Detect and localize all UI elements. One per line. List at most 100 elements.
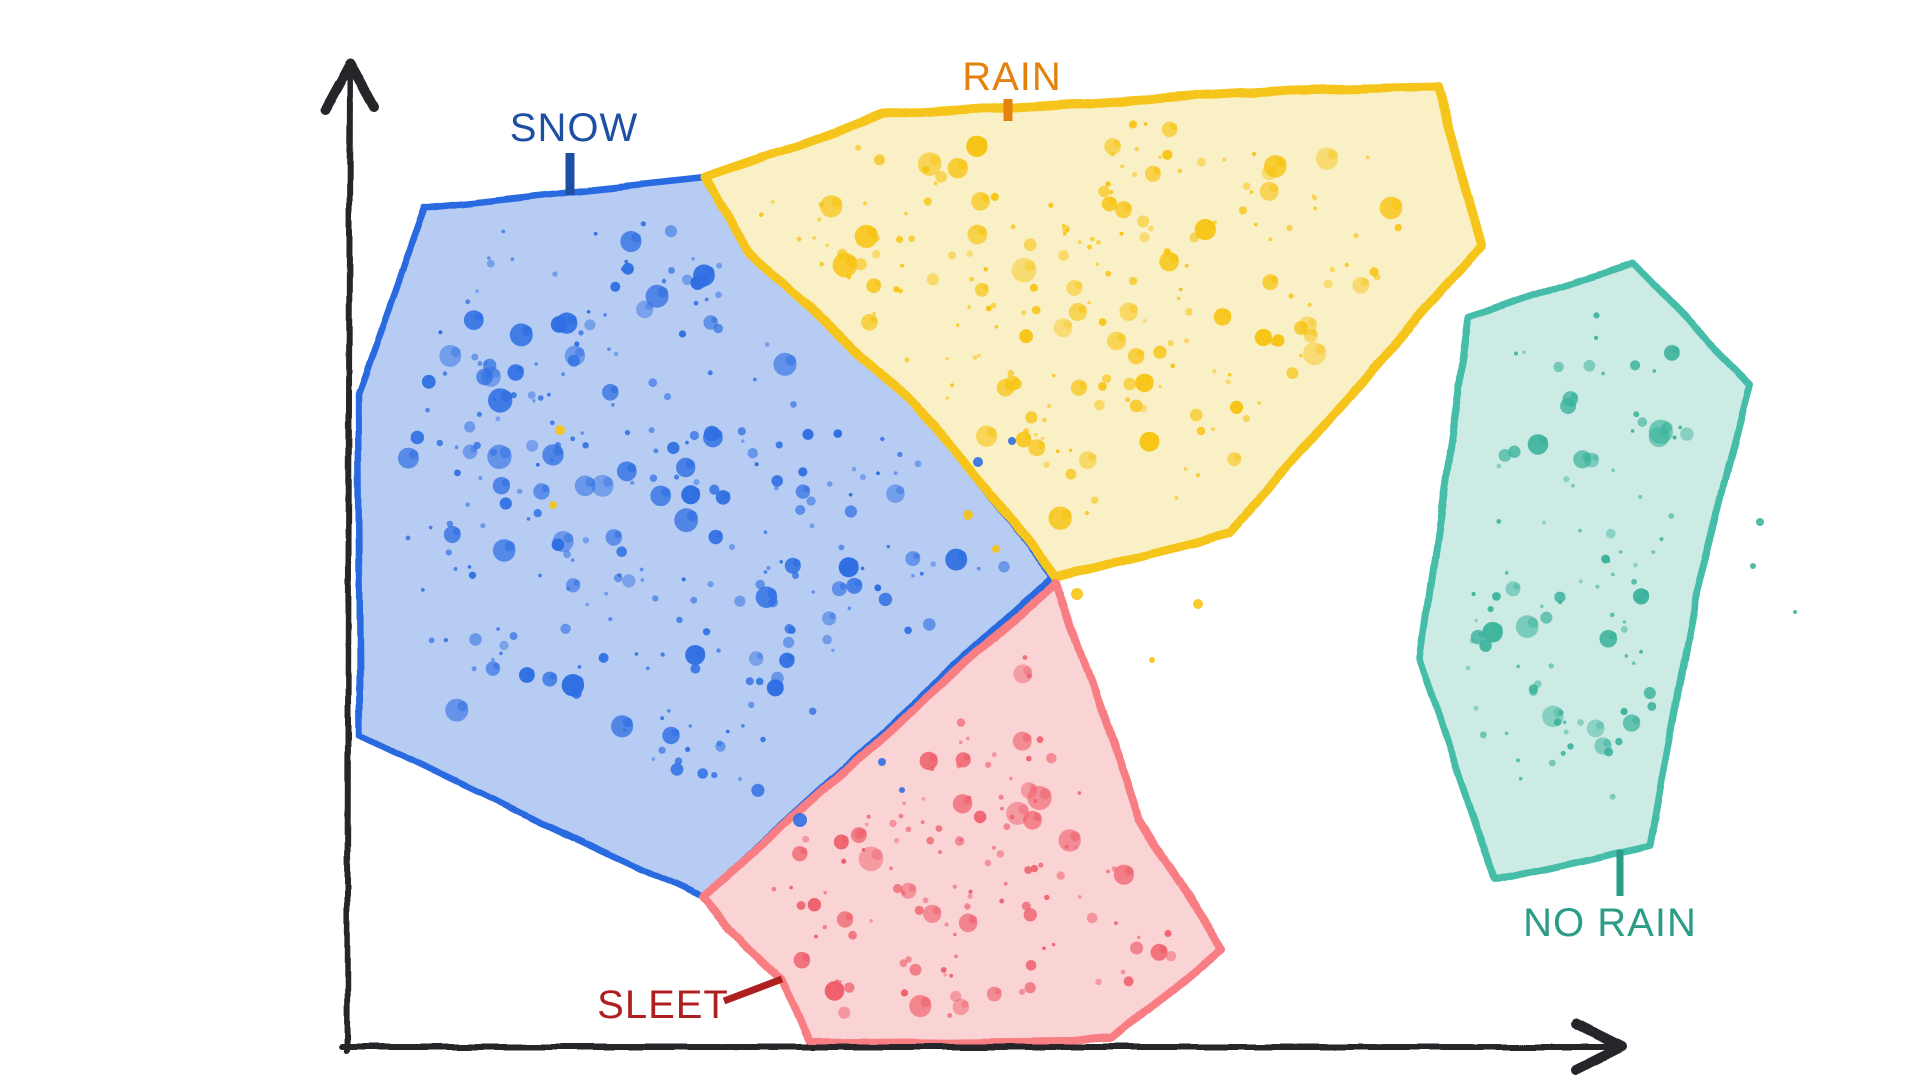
data-point	[1216, 309, 1221, 314]
data-point	[809, 707, 817, 715]
data-point	[1013, 664, 1033, 684]
stray-data-point	[1008, 437, 1016, 445]
data-point	[471, 353, 479, 361]
data-point	[521, 325, 533, 337]
data-point	[1298, 316, 1317, 336]
data-point	[1631, 661, 1636, 665]
data-point	[631, 233, 641, 243]
data-point	[541, 484, 550, 493]
data-point	[866, 227, 878, 238]
data-point	[1043, 461, 1050, 468]
data-point	[991, 752, 997, 758]
data-point	[702, 628, 711, 636]
data-point	[763, 530, 768, 534]
data-point	[627, 463, 637, 473]
data-point	[963, 753, 971, 761]
data-point	[905, 956, 912, 963]
data-point	[645, 302, 653, 311]
data-point	[854, 579, 862, 587]
stray-data-point	[973, 457, 983, 467]
data-point	[809, 523, 815, 529]
data-point	[657, 287, 669, 298]
data-point	[831, 197, 842, 208]
data-point	[1652, 369, 1657, 373]
data-point	[956, 718, 966, 727]
data-point	[909, 963, 922, 976]
data-point	[1610, 612, 1615, 618]
data-point	[1056, 449, 1060, 454]
data-point	[1465, 665, 1471, 671]
data-point	[573, 579, 580, 587]
data-point	[1563, 475, 1570, 483]
data-point	[492, 397, 497, 401]
data-point	[469, 633, 482, 646]
data-point	[775, 441, 783, 449]
data-point	[624, 430, 631, 436]
data-point	[652, 595, 659, 602]
data-point	[773, 485, 779, 491]
data-point	[636, 300, 654, 319]
data-point	[846, 274, 852, 280]
data-point	[1641, 589, 1649, 598]
data-point	[1578, 579, 1583, 584]
data-point	[1018, 804, 1029, 815]
data-point	[933, 181, 938, 186]
data-point	[640, 221, 646, 227]
data-point	[837, 248, 848, 260]
data-point	[755, 579, 765, 590]
data-point	[969, 277, 974, 282]
data-point	[1234, 453, 1242, 460]
data-point	[1129, 399, 1143, 413]
data-point	[711, 772, 718, 779]
data-point	[948, 251, 957, 260]
data-point	[911, 573, 915, 578]
data-point	[1394, 224, 1402, 232]
cluster-label-snow: SNOW	[510, 106, 638, 150]
data-point	[1582, 452, 1591, 461]
data-point	[1148, 225, 1154, 232]
data-point	[1238, 206, 1247, 215]
data-point	[904, 211, 908, 216]
data-point	[499, 497, 512, 510]
data-point	[1288, 293, 1294, 299]
data-point	[851, 466, 857, 472]
data-point	[663, 393, 672, 401]
data-point	[1165, 951, 1177, 962]
data-point	[1038, 862, 1044, 868]
data-point	[1518, 776, 1523, 781]
data-point	[829, 612, 836, 620]
data-point	[914, 460, 922, 468]
data-point	[1139, 232, 1150, 243]
data-point	[920, 997, 931, 1008]
data-point	[1365, 155, 1370, 160]
data-point	[767, 588, 777, 599]
data-point	[766, 566, 771, 570]
data-point	[442, 371, 448, 376]
data-point	[967, 305, 971, 309]
data-point	[817, 217, 822, 222]
data-point	[1595, 584, 1600, 589]
label-leader-lines	[565, 99, 1624, 1005]
stray-data-point	[878, 758, 886, 766]
data-point	[844, 505, 858, 518]
data-point	[617, 573, 622, 578]
data-point	[1105, 181, 1111, 187]
data-point	[1106, 869, 1110, 874]
data-point	[649, 474, 658, 483]
data-point	[1037, 440, 1045, 449]
data-point	[674, 474, 680, 480]
data-point	[648, 378, 658, 388]
data-point	[697, 768, 708, 779]
data-point	[1108, 190, 1114, 195]
data-point	[1042, 946, 1046, 951]
data-point	[686, 510, 698, 522]
data-point	[874, 279, 881, 287]
data-point	[1123, 976, 1134, 987]
data-point	[425, 407, 430, 413]
data-point	[428, 637, 435, 644]
data-point	[664, 225, 678, 238]
data-point	[977, 137, 987, 148]
data-point	[693, 300, 699, 306]
data-point	[1618, 550, 1623, 554]
